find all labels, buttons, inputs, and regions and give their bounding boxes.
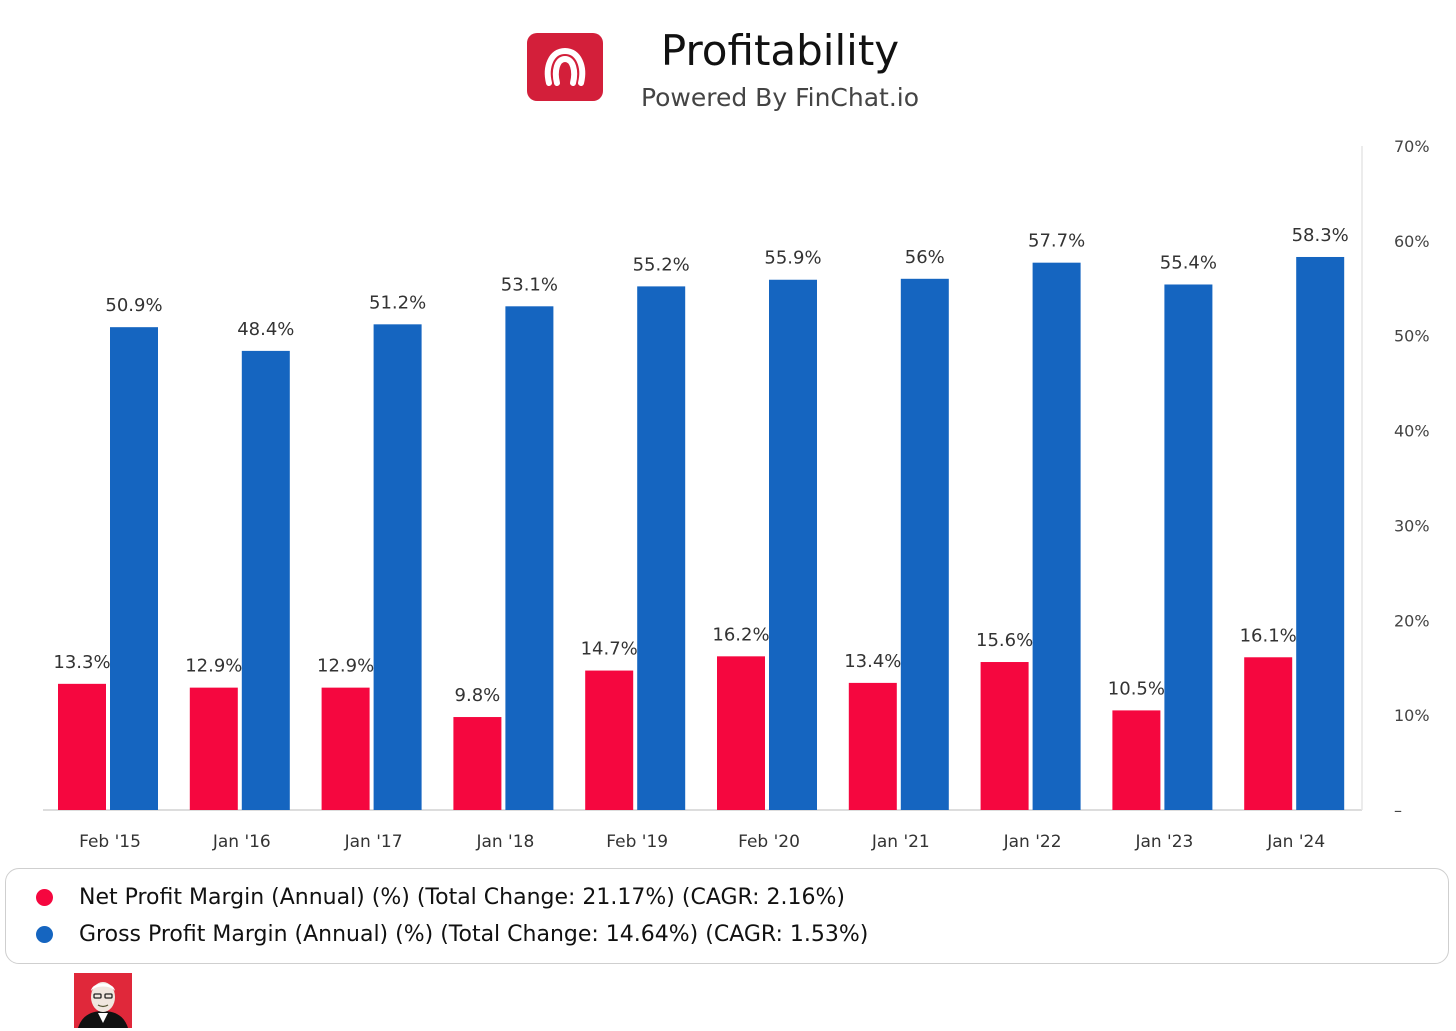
bar-gross-profit-margin: [241, 350, 290, 810]
data-label-gross: 55.2%: [633, 254, 690, 275]
legend-item-gross[interactable]: Gross Profit Margin (Annual) (%) (Total …: [36, 922, 868, 947]
bar-gross-profit-margin: [900, 278, 949, 810]
x-tick-label: Feb '15: [79, 832, 141, 852]
y-tick-label: 10%: [1394, 706, 1430, 725]
data-label-net: 13.4%: [844, 651, 901, 672]
x-tick-label: Jan '23: [1134, 832, 1193, 852]
x-tick-label: Jan '16: [212, 832, 271, 852]
bar-gross-profit-margin: [769, 279, 817, 811]
lululemon-logo-icon: [527, 33, 603, 101]
bar-gross-profit-margin: [373, 324, 422, 810]
data-label-gross: 48.4%: [237, 319, 294, 340]
chart-title: Profitability: [660, 26, 900, 75]
legend-item-net[interactable]: Net Profit Margin (Annual) (%) (Total Ch…: [36, 885, 845, 910]
data-label-net: 14.7%: [581, 639, 638, 660]
bar-net-profit-margin: [189, 687, 238, 810]
x-tick-label: Jan '24: [1266, 832, 1325, 852]
bar-net-profit-margin: [58, 683, 106, 810]
y-tick-label: 50%: [1394, 327, 1430, 346]
data-label-gross: 57.7%: [1028, 231, 1085, 252]
bar-net-profit-margin: [453, 717, 502, 810]
data-label-net: 9.8%: [455, 685, 501, 706]
bar-net-profit-margin: [321, 687, 370, 810]
legend-label-net: Net Profit Margin (Annual) (%) (Total Ch…: [79, 885, 846, 910]
data-label-net: 12.9%: [317, 656, 374, 677]
x-tick-label: Jan '18: [475, 832, 534, 852]
bar-gross-profit-margin: [505, 306, 554, 810]
y-tick-label: 20%: [1394, 611, 1430, 630]
data-label-net: 16.2%: [712, 624, 769, 645]
bar-gross-profit-margin: [1032, 262, 1081, 810]
bar-net-profit-margin: [717, 656, 765, 810]
bar-chart: – 10% 20% 30% 40% 50% 60% 70% Feb '15 13.3% 50.9% J…: [43, 137, 1430, 852]
x-tick-label: Jan '21: [871, 832, 930, 852]
chart-subtitle: Powered By FinChat.io: [640, 83, 920, 112]
data-label-gross: 55.9%: [764, 248, 821, 269]
data-label-net: 10.5%: [1108, 678, 1165, 699]
y-tick-label: 60%: [1394, 232, 1430, 251]
bar-gross-profit-margin: [637, 286, 686, 811]
data-label-net: 12.9%: [185, 656, 242, 677]
data-label-gross: 51.2%: [369, 292, 426, 313]
investor-portrait-icon: [74, 973, 132, 1028]
legend-marker-gross: [36, 926, 53, 943]
data-label-gross: 50.9%: [105, 295, 162, 316]
y-tick-label: 70%: [1394, 137, 1430, 156]
bar-net-profit-margin: [1244, 657, 1293, 810]
x-tick-label: Jan '17: [344, 832, 403, 852]
data-label-gross: 55.4%: [1160, 252, 1217, 273]
legend-marker-net: [36, 889, 53, 906]
bar-gross-profit-margin: [110, 327, 158, 810]
bar-net-profit-margin: [1112, 710, 1161, 810]
y-tick-label: 40%: [1394, 422, 1430, 441]
bar-gross-profit-margin: [1164, 284, 1213, 810]
data-label-net: 16.1%: [1240, 625, 1297, 646]
y-tick-label: 30%: [1394, 516, 1430, 535]
legend-label-gross: Gross Profit Margin (Annual) (%) (Total …: [79, 922, 869, 947]
data-label-net: 13.3%: [53, 652, 110, 673]
x-tick-label: Jan '22: [1003, 832, 1062, 852]
x-tick-label: Feb '19: [606, 832, 668, 852]
bar-net-profit-margin: [980, 662, 1029, 810]
data-label-gross: 53.1%: [501, 274, 558, 295]
x-tick-label: Feb '20: [738, 832, 800, 852]
data-label-gross: 58.3%: [1292, 225, 1349, 246]
chart-legend: Net Profit Margin (Annual) (%) (Total Ch…: [5, 868, 1449, 964]
y-tick-label: –: [1394, 801, 1402, 820]
data-label-gross: 56%: [905, 247, 945, 268]
bar-net-profit-margin: [585, 670, 634, 810]
bar-net-profit-margin: [848, 682, 897, 810]
bar-gross-profit-margin: [1296, 256, 1345, 810]
data-label-net: 15.6%: [976, 630, 1033, 651]
